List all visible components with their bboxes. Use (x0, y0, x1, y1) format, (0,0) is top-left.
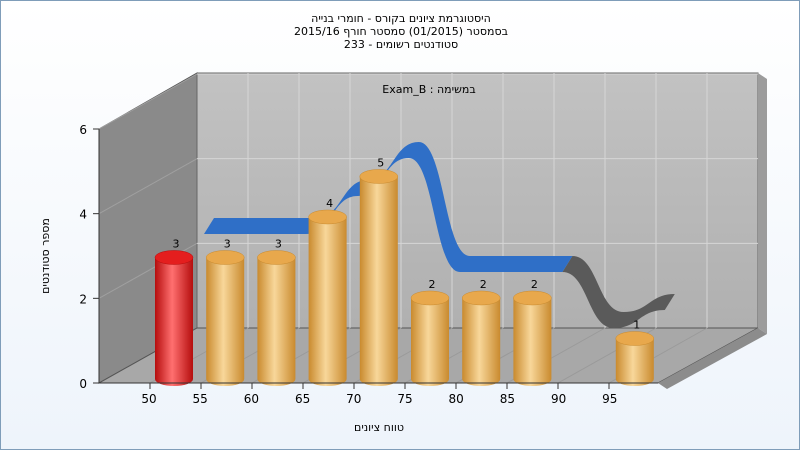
data-label-80: 2 (480, 278, 487, 291)
floor-edge-shadow (658, 328, 767, 389)
y-tick-label: 0 (79, 377, 87, 391)
bar-top (461, 290, 501, 306)
bar-body (462, 297, 501, 387)
bar-80 (461, 290, 501, 387)
x-tick-label: 75 (397, 392, 412, 406)
bar-65 (308, 209, 347, 387)
x-tick-label: 80 (449, 392, 464, 406)
data-label-70: 5 (377, 156, 384, 169)
x-tick-label: 65 (295, 392, 310, 406)
x-tick-label: 95 (602, 392, 617, 406)
bar-body (308, 216, 347, 387)
y-axis-title: מספר סטודנטים (39, 218, 52, 294)
bar-70 (359, 169, 399, 387)
chart-title-line-3: 233 - סטודנטים רשומים (344, 38, 458, 51)
chart-title-line-2: בסמסטר (01/2015) סמסטר חורף 2015/16 (294, 25, 508, 38)
bar-75 (410, 290, 450, 386)
bar-55 (205, 250, 245, 387)
bar-top (205, 250, 245, 265)
x-tick-label: 70 (346, 392, 361, 406)
data-label-95: 1 (633, 318, 640, 331)
chart-title-line-1: היסטוגרמת ציונים בקורס - חומרי בנייה (311, 12, 491, 25)
bar-body (155, 257, 193, 386)
bar-top (615, 331, 655, 346)
data-label-60: 3 (275, 237, 282, 250)
bar-top (154, 250, 194, 265)
x-tick-label: 50 (141, 392, 156, 406)
bar-50 (154, 250, 194, 386)
trend-ribbon-main (204, 142, 573, 272)
bar-body (513, 297, 552, 387)
bar-body (206, 257, 245, 387)
x-tick-label: 60 (244, 392, 259, 406)
gridline-side (98, 73, 198, 130)
data-label-65: 4 (326, 197, 333, 210)
bar-body (411, 297, 449, 386)
bar-body (359, 176, 398, 387)
data-label-55: 3 (224, 237, 231, 250)
x-axis-title: טווח ציונים (354, 421, 404, 434)
data-labels-group: 3 3 3 4 5 2 2 2 1 (173, 156, 641, 331)
bars-group (154, 169, 655, 387)
y-tick-label: 4 (79, 208, 87, 222)
bar-60 (257, 250, 296, 387)
x-tick-label: 85 (500, 392, 515, 406)
bar-top (308, 209, 347, 225)
bar-top (359, 169, 399, 184)
y-axis-ticks: 0 2 4 6 (79, 123, 99, 391)
bar-body (615, 338, 654, 387)
bar-85 (513, 290, 552, 387)
gridline-side (98, 158, 198, 215)
bar-top (410, 290, 450, 306)
y-tick-label: 2 (79, 292, 87, 306)
data-label-50: 3 (173, 237, 180, 250)
bar-top (257, 250, 296, 265)
exam-annotation: Exam_B : במשימה (382, 83, 475, 96)
data-label-85: 2 (531, 278, 538, 291)
trend-ribbon (204, 142, 675, 328)
bar-top (513, 290, 552, 306)
x-axis-ticks: 50 55 60 65 70 75 80 85 90 95 (141, 383, 617, 406)
trend-ribbon-tail (562, 256, 675, 328)
x-tick-label: 55 (193, 392, 208, 406)
y-tick-label: 6 (79, 123, 87, 137)
data-label-75: 2 (429, 278, 436, 291)
bar-body (257, 257, 296, 387)
bar-95 (615, 331, 655, 387)
right-edge-shadow (758, 73, 767, 334)
x-tick-label: 90 (551, 392, 566, 406)
